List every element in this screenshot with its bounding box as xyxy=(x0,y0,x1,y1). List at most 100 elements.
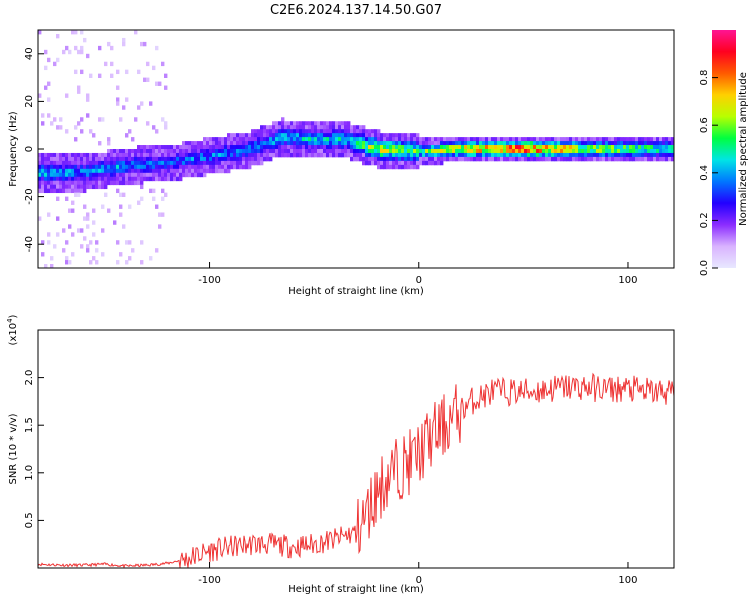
spectrogram-cell xyxy=(62,152,66,158)
spectrogram-cell xyxy=(530,145,534,150)
spectrogram-cell xyxy=(590,141,594,146)
spectrogram-cell xyxy=(44,164,48,170)
spectrogram-cell xyxy=(368,152,372,158)
spectrogram-cell xyxy=(422,160,426,166)
spectrogram-cell xyxy=(146,145,150,150)
spectrogram-cell xyxy=(80,188,84,194)
spectrogram-cell xyxy=(236,145,240,150)
spectrogram-cell xyxy=(86,184,90,190)
spectrogram-cell xyxy=(311,137,315,142)
spectrogram-cell xyxy=(572,141,576,146)
spectrogram-cell xyxy=(179,176,183,182)
spectrogram-cell xyxy=(359,145,363,150)
spectrogram-cell xyxy=(47,180,51,186)
spectrogram-cell xyxy=(401,149,405,154)
spectrogram-cell xyxy=(260,141,264,146)
spectrogram-cell xyxy=(293,125,297,130)
spectrogram-cell xyxy=(206,149,210,154)
spectrogram-cell xyxy=(62,156,66,162)
spectrogram-cell xyxy=(263,137,267,142)
spectrogram-cell xyxy=(317,141,321,146)
spectrogram-cell xyxy=(77,180,81,186)
spectrogram-cell xyxy=(173,149,177,154)
snr-xtick-label: 0 xyxy=(416,575,422,586)
spectrogram-cell xyxy=(410,145,414,150)
spectrogram-cell xyxy=(119,160,123,166)
spectrogram-cell xyxy=(281,149,285,154)
spectrogram-cell xyxy=(50,188,54,194)
spectrogram-cell xyxy=(611,156,615,162)
spectrogram-cell xyxy=(59,180,63,186)
spectrogram-cell xyxy=(524,145,528,150)
spectrogram-cell xyxy=(650,137,654,142)
spectrogram-cell xyxy=(290,141,294,146)
spectrogram-cell xyxy=(47,172,51,178)
spectrogram-cell xyxy=(194,145,198,150)
spectrogram-cell xyxy=(506,137,510,142)
spectrogram-cell xyxy=(122,176,126,182)
spectrogram-cell xyxy=(431,152,435,158)
spectrogram-cell xyxy=(119,176,123,182)
spectrogram-cell xyxy=(128,152,132,158)
spectrogram-cell xyxy=(524,141,528,146)
spectrogram-cell xyxy=(194,164,198,170)
spectrogram-cell xyxy=(128,180,132,186)
spectrogram-cell xyxy=(152,65,156,71)
spectrogram-cell xyxy=(71,232,75,237)
spectrogram-cell xyxy=(389,133,393,138)
spectrogram-cell xyxy=(629,152,633,158)
spectrogram-cell xyxy=(434,145,438,150)
spectrogram-cell xyxy=(179,149,183,154)
spectrogram-cell xyxy=(608,141,612,146)
spectrogram-cell xyxy=(620,137,624,142)
spectrogram-cell xyxy=(575,149,579,154)
spectrogram-cell xyxy=(509,141,513,146)
spectrogram-cell xyxy=(287,129,291,134)
spectrogram-cell xyxy=(200,141,204,146)
spectrogram-cell xyxy=(293,129,297,134)
spectrogram-cell xyxy=(38,168,42,174)
spectrogram-cell xyxy=(383,149,387,154)
spectrogram-cell xyxy=(188,172,192,178)
spectrogram-cell xyxy=(230,145,234,150)
spectrogram-cell xyxy=(170,152,174,158)
spectrogram-cell xyxy=(53,164,57,170)
spectrogram-cell xyxy=(632,137,636,142)
spectrogram-cell xyxy=(83,156,87,162)
spectrogram-cell xyxy=(65,188,69,194)
spectrogram-cell xyxy=(476,137,480,142)
spectrogram-cell xyxy=(212,137,216,142)
spectrogram-cell xyxy=(110,180,114,186)
spectrogram-cell xyxy=(383,156,387,162)
spectrogram-cell xyxy=(554,152,558,158)
spectrogram-cell xyxy=(329,145,333,150)
spectrogram-cell xyxy=(416,160,420,166)
spectrogram-cell xyxy=(410,141,414,146)
spectrogram-cell xyxy=(377,160,381,166)
spectrogram-cell xyxy=(299,141,303,146)
spectrogram-cell xyxy=(368,149,372,154)
spectrogram-cell xyxy=(335,152,339,158)
spectrogram-cell xyxy=(134,30,138,35)
snr-ytick-label: 2.0 xyxy=(24,370,35,386)
spectrogram-cell xyxy=(248,137,252,142)
spectrogram-cell xyxy=(89,129,93,134)
spectrogram-cell xyxy=(635,149,639,154)
spectrogram-cell xyxy=(632,145,636,150)
spectrogram-cell xyxy=(143,176,147,182)
spectrogram-cell xyxy=(572,156,576,162)
spectrogram-cell xyxy=(233,156,237,162)
spectrogram-cell xyxy=(203,156,207,162)
spectrogram-cell xyxy=(311,152,315,158)
spectrogram-cell xyxy=(104,152,108,158)
spectrogram-cell xyxy=(581,137,585,142)
spectrogram-cell xyxy=(107,137,111,142)
spectrogram-cell xyxy=(47,160,51,166)
spectrogram-cell xyxy=(299,149,303,154)
spectrogram-cell xyxy=(467,137,471,142)
spectrogram-cell xyxy=(92,160,96,166)
spectrogram-cell xyxy=(485,137,489,142)
spectrogram-cell xyxy=(650,145,654,150)
